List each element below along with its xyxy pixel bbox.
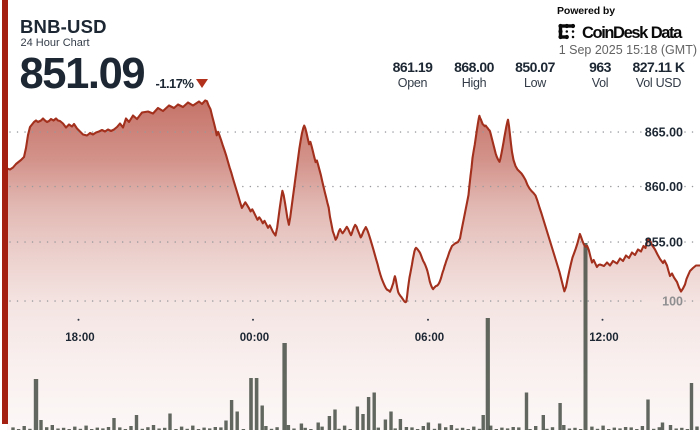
svg-text:12:00: 12:00 <box>589 332 618 344</box>
svg-text:865.00: 865.00 <box>645 126 683 140</box>
svg-text:00:00: 00:00 <box>240 332 269 344</box>
svg-text:100: 100 <box>662 295 683 309</box>
svg-text:18:00: 18:00 <box>65 332 94 344</box>
svg-text:860.00: 860.00 <box>645 180 683 194</box>
svg-text:06:00: 06:00 <box>415 332 444 344</box>
svg-text:855.00: 855.00 <box>645 236 683 250</box>
